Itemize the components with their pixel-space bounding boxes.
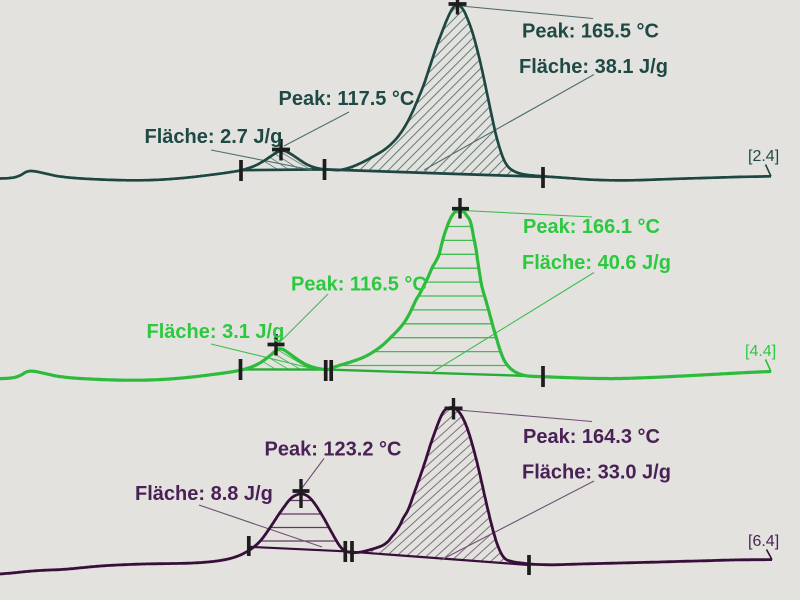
svg-text:Fläche: 8.8 J/g: Fläche: 8.8 J/g (135, 483, 273, 505)
svg-text:[4.4]: [4.4] (745, 343, 776, 360)
svg-text:Peak: 165.5 °C: Peak: 165.5 °C (522, 21, 659, 43)
svg-text:Fläche: 3.1 J/g: Fläche: 3.1 J/g (147, 321, 285, 343)
svg-text:[6.4]: [6.4] (748, 533, 779, 550)
svg-text:Peak: 123.2 °C: Peak: 123.2 °C (265, 439, 402, 461)
svg-text:Peak: 117.5 °C: Peak: 117.5 °C (279, 88, 415, 110)
svg-text:Fläche: 2.7 J/g: Fläche: 2.7 J/g (145, 126, 283, 148)
svg-text:Peak: 164.3 °C: Peak: 164.3 °C (523, 426, 660, 448)
svg-text:Fläche: 38.1 J/g: Fläche: 38.1 J/g (519, 56, 668, 78)
svg-text:Peak: 116.5 °C: Peak: 116.5 °C (291, 274, 427, 296)
svg-text:[2.4]: [2.4] (748, 148, 779, 165)
svg-text:Peak: 166.1 °C: Peak: 166.1 °C (523, 216, 660, 238)
svg-text:Fläche: 33.0 J/g: Fläche: 33.0 J/g (522, 462, 671, 484)
svg-text:Fläche: 40.6 J/g: Fläche: 40.6 J/g (522, 252, 671, 274)
